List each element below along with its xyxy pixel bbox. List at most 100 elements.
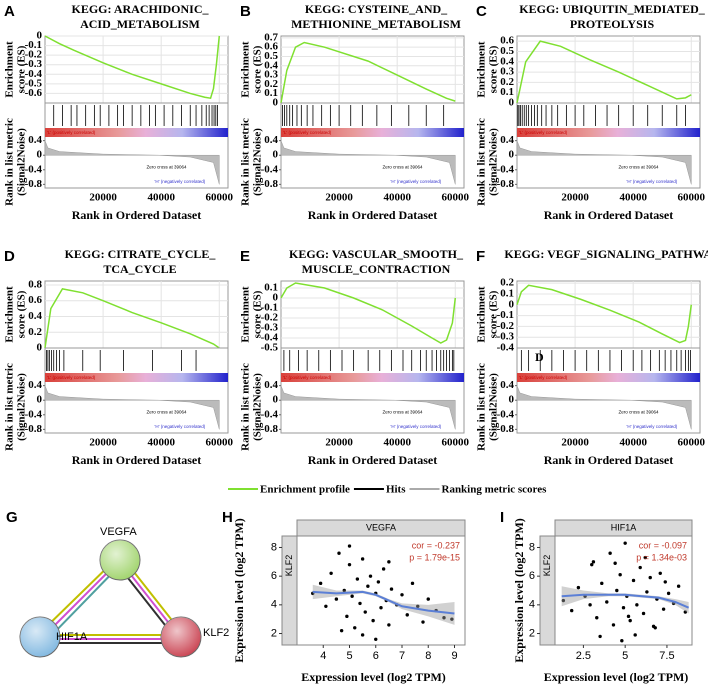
point [635,603,639,607]
y-tick-label: -0.1 [497,309,514,321]
y-tick-label: 0 [37,342,43,354]
metric-tick-label: 0 [37,394,43,406]
legend-label: Enrichment profile [260,484,350,496]
y-tick-label: -0.1 [261,302,278,314]
metric-tick-label: -0.4 [497,408,515,420]
metric-tick-label: -0.4 [25,163,43,175]
y-tick-label: 0.6 [28,294,42,306]
metric-tick-label: -0.8 [25,423,43,435]
point [611,623,616,627]
network-node-shine [20,617,60,657]
legend-label: Ranking metric scores [442,484,548,496]
negative-label: 'H' (negatively correlated) [155,424,206,429]
x-tick-label: 60000 [678,192,706,204]
point [358,601,362,606]
y-tick-label: -0.2 [261,312,279,324]
rank-color-bar [281,373,464,382]
point [628,618,632,623]
point [360,557,365,561]
panel-title: MUSCLE_CONTRACTION [302,262,451,276]
x-tick-label: 60000 [442,192,470,204]
metric-tick-label: 0 [273,149,279,161]
panel-title: KEGG: ARACHIDONIC_ [71,2,209,16]
y-axis-label: Expression level (log2 TPM) [232,518,246,663]
y-tick-label: -0.2 [497,320,515,332]
point [376,580,381,584]
x-tick-label: 40000 [383,192,411,204]
y-tick-label: -0.3 [261,322,279,334]
metric-tick-label: -0.8 [497,423,515,435]
y-tick-label: -0.6 [25,87,43,99]
x-tick-label: 40000 [147,437,175,449]
ranking-metric [280,140,456,185]
x-tick-label: 5 [346,650,352,662]
point [387,623,391,627]
panel-letter: G [6,509,18,526]
metric-tick-label: -0.4 [261,408,279,420]
y-tick-label: 0.4 [28,310,42,322]
positive-label: 'L' (positively correlated) [283,375,332,380]
ranking-metric [280,385,456,430]
y-tick-label: 0.2 [264,78,278,90]
metric-tick-label: 0 [509,394,515,406]
point [421,620,425,624]
rank-color-bar [45,128,228,137]
y-tick-label: 0.5 [500,45,514,57]
strip-label: HIF1A [611,522,637,532]
point [621,606,626,610]
x-tick-label: 9 [451,650,457,662]
metric-tick-label: -0.4 [25,408,43,420]
metric-tick-label: 0 [273,394,279,406]
rank-color-bar [281,128,464,137]
ranking-metric [516,140,692,185]
point [360,633,365,637]
y-axis-label: Expression level (log2 TPM) [512,518,526,663]
point [591,560,596,564]
metric-tick-label: -0.8 [25,178,43,190]
ranking-metric [44,140,220,185]
y-tick-label: 0.7 [264,31,278,43]
x-axis-label: Expression level (log2 TPM) [544,670,689,684]
metric-tick-label: 0.4 [264,379,278,391]
metric-axis-label: Rank in list metric [476,118,488,206]
side-strip-label: KLF2 [284,555,294,577]
y-axis-label: Enrichment [476,41,488,98]
point [353,626,357,630]
side-strip [539,535,556,646]
x-axis-label: Rank in Ordered Dataset [72,453,201,467]
point [337,551,341,555]
panel-title: KEGG: VASCULAR_SMOOTH_ [289,247,464,261]
x-axis-label: Rank in Ordered Dataset [544,208,673,222]
x-axis-label: Rank in Ordered Dataset [308,453,437,467]
y-tick-label: 0 [37,30,43,42]
point [618,573,622,577]
metric-axis-label: (Signal2Noise) [252,373,264,441]
metric-axis-label: (Signal2Noise) [16,373,28,441]
metric-tick-label: 0.4 [500,379,514,391]
x-tick-label: 40000 [619,437,647,449]
y-axis-label: Enrichment [240,286,252,343]
panel-letter: I [500,509,504,526]
point [661,607,666,611]
point [350,594,354,598]
point [381,567,386,571]
y-tick-label: 4 [271,599,277,611]
point [638,565,642,570]
y-axis-label: score (ES) [252,45,264,93]
y-tick-label: -0.2 [25,49,43,61]
metric-tick-label: -0.8 [261,178,279,190]
zero-cross-label: Zero cross at 39064 [619,409,660,414]
metric-axis-label: (Signal2Noise) [488,128,500,196]
metric-axis-label: (Signal2Noise) [252,128,264,196]
point [598,634,602,639]
point [345,614,349,619]
point [658,571,662,575]
point [626,614,631,619]
stat-annotation: cor = -0.237 [412,540,460,550]
stat-annotation: cor = -0.097 [639,540,687,550]
zero-cross-label: Zero cross at 39064 [383,409,424,414]
y-axis-label: Enrichment [240,41,252,98]
zero-cross-label: Zero cross at 39064 [383,164,424,169]
metric-tick-label: -0.8 [261,423,279,435]
panel-letter: E [240,248,250,265]
